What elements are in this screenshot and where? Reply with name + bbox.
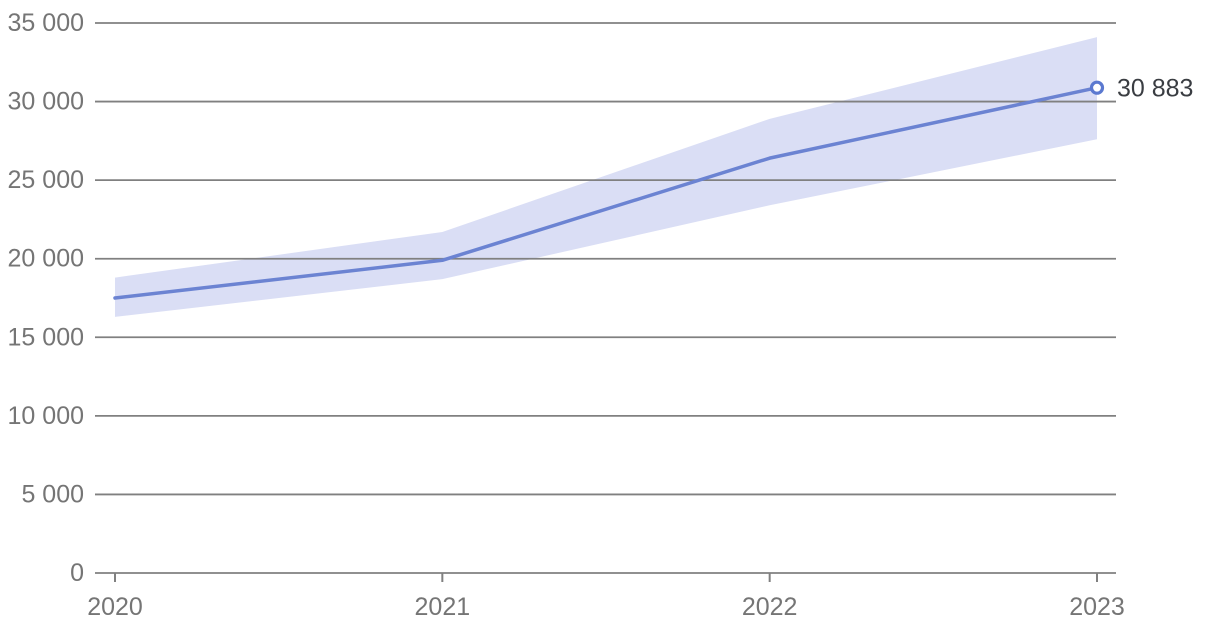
y-tick-label: 15 000 (8, 323, 84, 351)
y-tick-label: 35 000 (8, 9, 84, 37)
end-point-marker (1089, 80, 1105, 95)
y-tick-label: 30 000 (8, 88, 84, 116)
confidence-band (115, 37, 1097, 317)
x-tick-label: 2023 (1069, 593, 1125, 621)
x-tick-label: 2020 (87, 593, 143, 621)
y-tick-label: 20 000 (8, 245, 84, 273)
x-tick-label: 2022 (742, 593, 798, 621)
y-tick-label: 10 000 (8, 402, 84, 430)
data-line (113, 85, 1099, 300)
x-tick-label: 2021 (415, 593, 471, 621)
y-tick-label: 5 000 (21, 480, 84, 508)
end-value-label: 30 883 (1117, 75, 1193, 103)
y-tick-label: 0 (70, 559, 84, 587)
y-tick-label: 25 000 (8, 166, 84, 194)
